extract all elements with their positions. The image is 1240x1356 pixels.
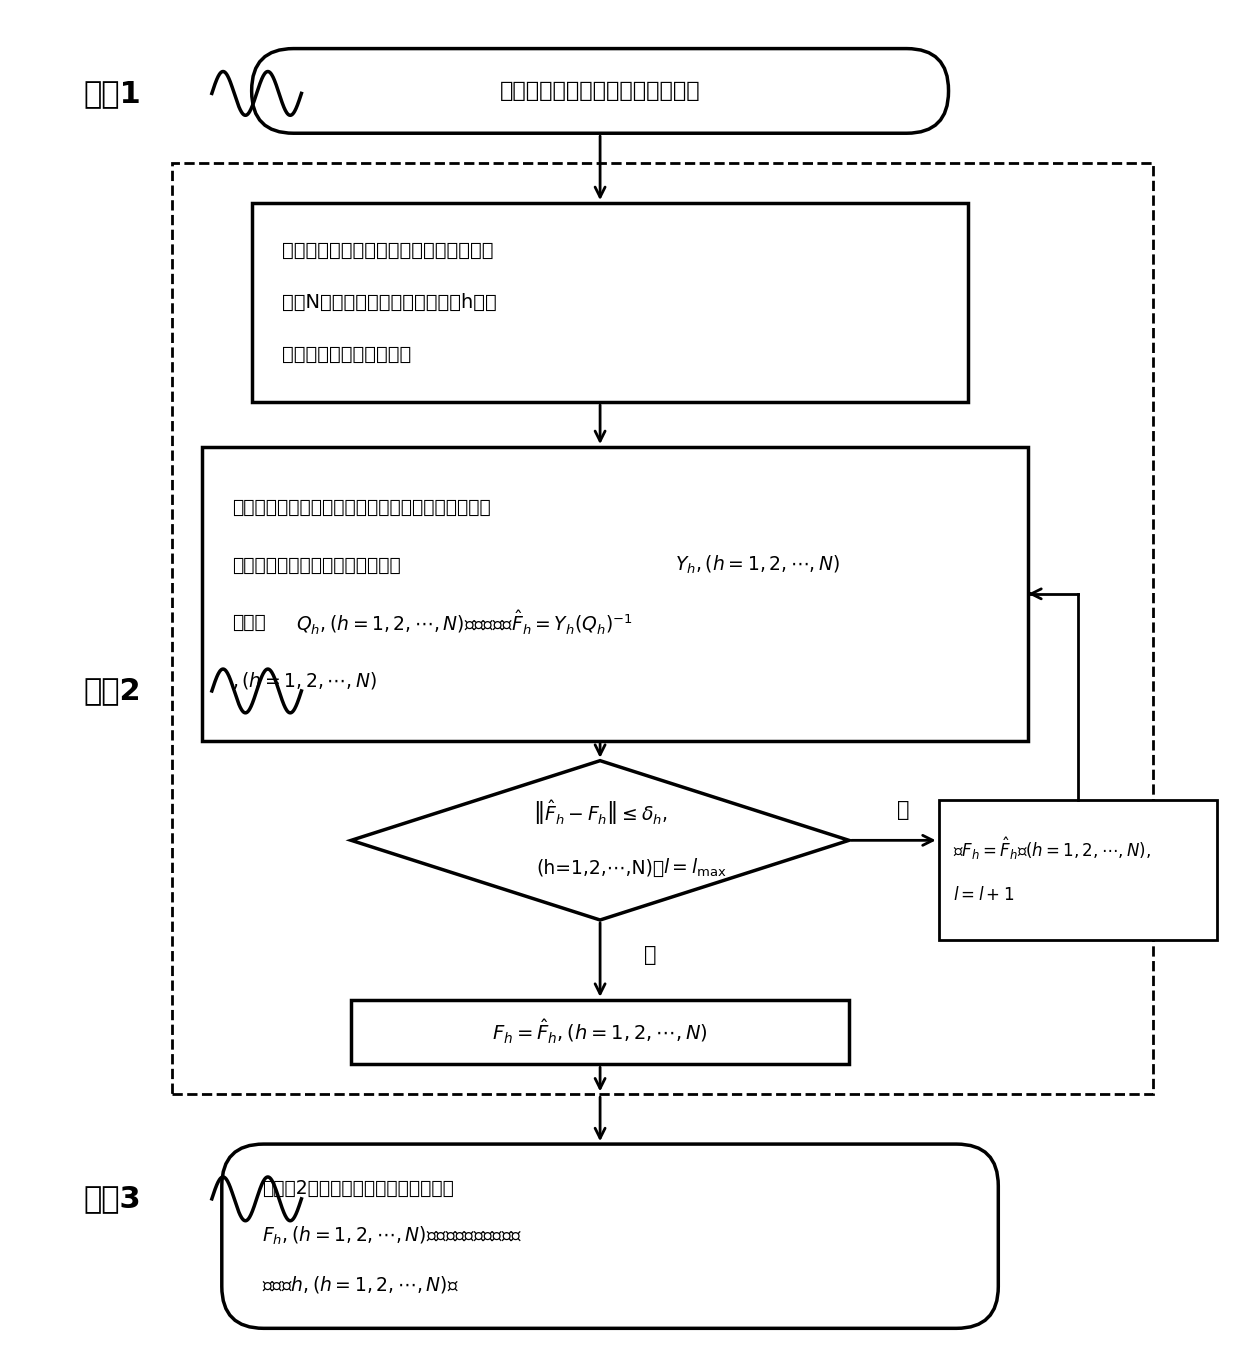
FancyBboxPatch shape (222, 1144, 998, 1329)
Text: 被控对象各子系统并行求解如下的线性矩阵不等式组: 被控对象各子系统并行求解如下的线性矩阵不等式组 (232, 498, 491, 517)
Text: 系统的离散状态空间模型: 系统的离散状态空间模型 (281, 344, 410, 363)
Text: 和矩阵: 和矩阵 (232, 613, 265, 632)
Text: 是: 是 (644, 945, 656, 965)
Text: 步骤2: 步骤2 (83, 677, 141, 705)
FancyBboxPatch shape (939, 800, 1218, 940)
Text: $F_h,(h=1,2,\cdots,N)$，分别实施到相对应的: $F_h,(h=1,2,\cdots,N)$，分别实施到相对应的 (262, 1224, 522, 1248)
FancyBboxPatch shape (351, 999, 849, 1064)
Text: 将步骤2计算得到的最优状态反馈矩阵: 将步骤2计算得到的最优状态反馈矩阵 (262, 1178, 454, 1197)
Text: (h=1,2,⋯,N)，: (h=1,2,⋯,N)， (536, 858, 665, 877)
Text: 否: 否 (898, 800, 910, 820)
FancyBboxPatch shape (252, 203, 968, 403)
Text: 组成的凸优化问题，分别求得矩阵: 组成的凸优化问题，分别求得矩阵 (232, 556, 401, 575)
FancyBboxPatch shape (202, 447, 1028, 740)
Text: 子系统$h,(h=1,2,\cdots,N)$。: 子系统$h,(h=1,2,\cdots,N)$。 (262, 1273, 459, 1295)
Text: $,(h=1,2,\cdots,N)$: $,(h=1,2,\cdots,N)$ (232, 670, 377, 692)
Polygon shape (351, 761, 849, 919)
Text: 令$F_h=\hat{F}_h$，$(h=1,2,\cdots,N)$,: 令$F_h=\hat{F}_h$，$(h=1,2,\cdots,N)$, (954, 835, 1152, 861)
Text: 将被控对象的集中式离散状态空间模型拆: 将被控对象的集中式离散状态空间模型拆 (281, 241, 494, 260)
Text: $l=l+1$: $l=l+1$ (954, 885, 1014, 904)
Text: $Q_h,(h=1,2,\cdots,N)$，计算矩阵$\hat{F}_h=Y_h\left(Q_h\right)^{-1}$: $Q_h,(h=1,2,\cdots,N)$，计算矩阵$\hat{F}_h=Y_… (296, 609, 634, 637)
Text: $F_h=\hat{F}_h,(h=1,2,\cdots,N)$: $F_h=\hat{F}_h,(h=1,2,\cdots,N)$ (492, 1018, 708, 1047)
FancyBboxPatch shape (252, 49, 949, 133)
Text: $\left\|\hat{F}_h-F_h\right\|\leq\delta_h,$: $\left\|\hat{F}_h-F_h\right\|\leq\delta_… (533, 799, 667, 827)
Text: $l=l_{\max}$: $l=l_{\max}$ (663, 857, 727, 880)
Text: $Y_h,(h=1,2,\cdots,N)$: $Y_h,(h=1,2,\cdots,N)$ (675, 553, 839, 576)
Text: 步骤1: 步骤1 (83, 79, 141, 108)
Text: 步骤3: 步骤3 (83, 1184, 141, 1214)
Text: 初始化分布式状态反馈控制器参数: 初始化分布式状态反馈控制器参数 (500, 81, 701, 100)
Text: 分成N个子系统，建立被控对象第h个子: 分成N个子系统，建立被控对象第h个子 (281, 293, 496, 312)
